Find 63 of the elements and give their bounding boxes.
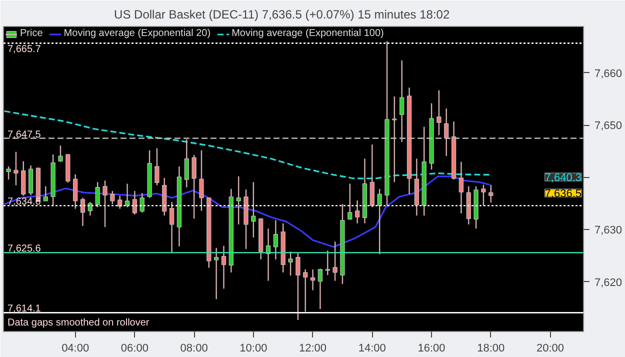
candlestick [221, 245, 226, 290]
candlestick [481, 184, 486, 206]
ref-line-label: 7,665.7 [8, 44, 42, 56]
candlestick [95, 182, 100, 208]
x-tick-label: 16:00 [418, 342, 446, 354]
ref-line-label: 7,625.6 [8, 244, 42, 255]
candlestick [199, 150, 204, 212]
candlestick [354, 200, 360, 224]
x-tick-label: 20:00 [536, 342, 564, 354]
legend-label: Price [20, 28, 43, 39]
candlestick [169, 201, 174, 254]
candlestick [154, 148, 160, 186]
candlestick [377, 188, 382, 255]
x-tick-label: 06:00 [120, 342, 148, 354]
candlestick [288, 250, 293, 276]
ref-line-label: 7,614.1 [8, 304, 42, 315]
legend-label: Moving average (Exponential 100) [232, 28, 384, 39]
annotation: Data gaps smoothed on rollover [8, 318, 150, 328]
chart-title: US Dollar Basket (DEC-11) 7,636.5 (+0.07%) 15 minutes 18:02 [114, 8, 450, 22]
legend-label: Moving average (Exponential 20) [64, 28, 211, 39]
candlestick [43, 186, 48, 202]
candlestick [140, 192, 144, 214]
candlestick [436, 90, 442, 136]
x-tick-label: 18:00 [477, 342, 505, 354]
candlestick [6, 166, 11, 180]
candlestick [58, 144, 63, 162]
ref-line-label: 7,634.6 [8, 196, 42, 208]
candlestick [214, 247, 219, 300]
candlestick [132, 190, 138, 216]
candlestick [124, 183, 130, 208]
candlestick [72, 174, 78, 210]
candlestick [296, 252, 300, 321]
candlestick [348, 183, 352, 220]
candlestick [236, 176, 241, 226]
candlestick [370, 144, 374, 208]
candlestick [303, 268, 308, 312]
candlestick [488, 184, 494, 204]
candlestick [458, 161, 464, 214]
y-tick-label: 7,650 [594, 120, 622, 132]
y-tick-label: 7,630 [594, 224, 622, 237]
line-series [4, 110, 491, 180]
y-tick-label: 7,660 [594, 68, 622, 80]
candlestick [273, 220, 278, 260]
candlestick [332, 241, 338, 282]
candlestick [310, 268, 316, 291]
x-tick-label: 10:00 [240, 342, 268, 354]
candlestick [318, 268, 323, 310]
candlestick [325, 250, 330, 276]
candlestick [110, 190, 115, 205]
candlestick [102, 180, 108, 228]
candlestick [251, 182, 256, 238]
candlestick [21, 160, 26, 196]
y-tick-label: 7,620 [594, 276, 622, 289]
x-tick-label: 14:00 [358, 342, 386, 354]
x-tick-label: 12:00 [299, 342, 327, 354]
x-tick-label: 04:00 [62, 342, 90, 354]
candlestick [118, 195, 122, 210]
candlestick [192, 154, 196, 220]
annotation: 7,640.3 [544, 172, 582, 184]
x-tick-label: 08:00 [180, 342, 208, 354]
candlestick [80, 197, 86, 227]
candlestick [14, 151, 18, 186]
ref-line-label: 7,647.5 [8, 129, 42, 140]
